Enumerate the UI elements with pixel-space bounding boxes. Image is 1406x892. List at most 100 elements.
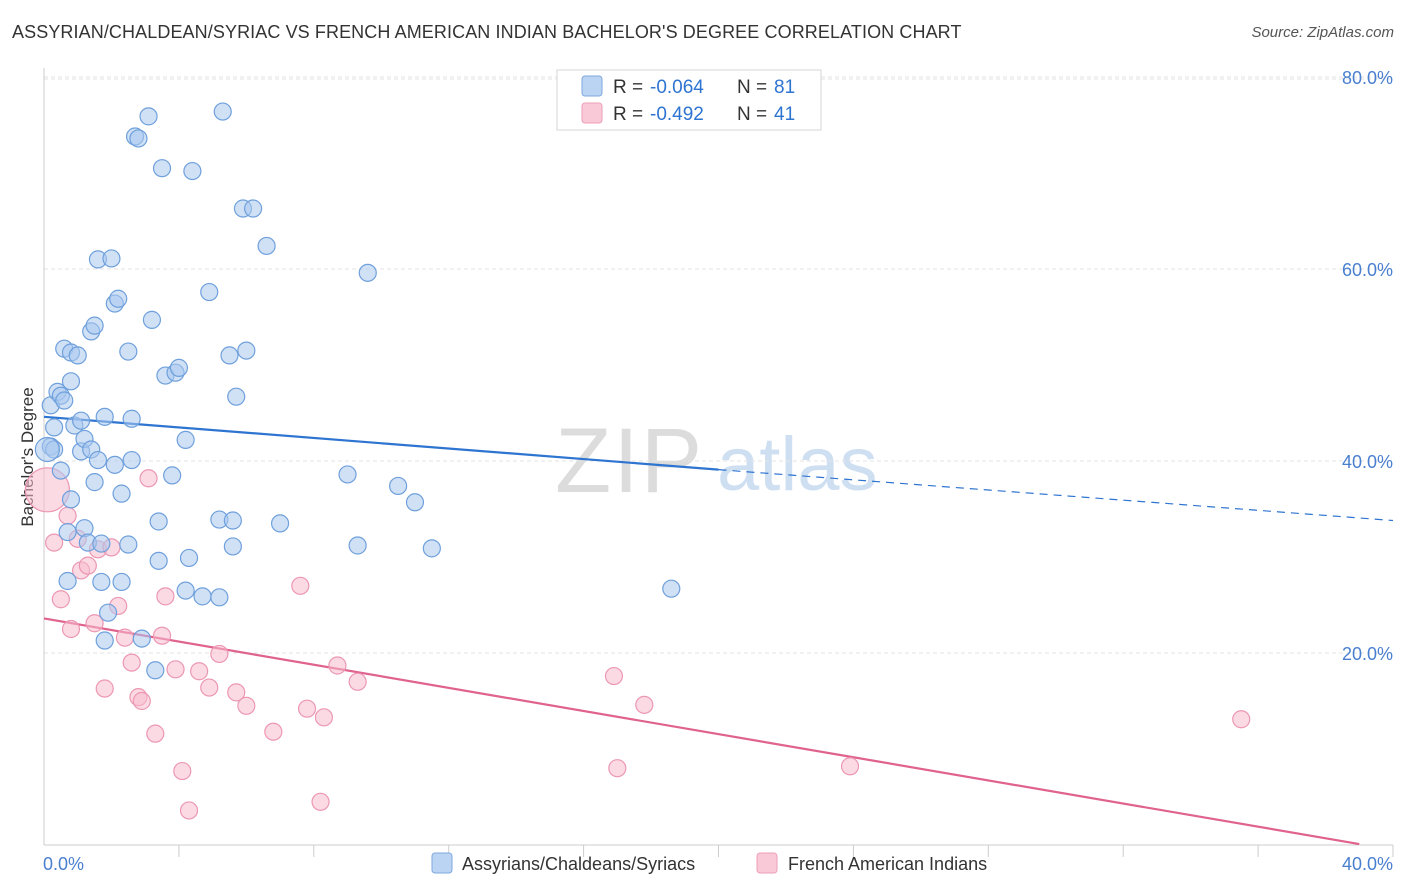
- data-point-blue: [176, 581, 195, 600]
- data-point-blue: [338, 465, 357, 484]
- data-point-blue: [227, 387, 246, 406]
- data-point-blue: [112, 572, 131, 592]
- legend-r-value-1: -0.064: [650, 77, 704, 98]
- data-point-pink: [85, 614, 104, 633]
- y-tick-labels: 20.0% 40.0% 60.0% 80.0%: [1342, 68, 1393, 664]
- data-point-pink: [190, 662, 209, 681]
- data-point-pink: [166, 660, 185, 679]
- data-point-blue: [61, 490, 81, 509]
- data-point-blue: [348, 536, 367, 555]
- data-point-pink: [58, 506, 77, 525]
- data-point-blue: [183, 161, 202, 181]
- data-point-blue: [163, 466, 182, 485]
- data-point-pink: [179, 801, 199, 820]
- data-point-blue: [109, 289, 128, 308]
- bottom-legend-swatch-blue: [431, 852, 453, 874]
- y-tick-label-20: 20.0%: [1342, 644, 1393, 664]
- data-point-blue: [223, 511, 242, 530]
- data-point-blue: [270, 514, 290, 533]
- data-point-blue: [223, 537, 242, 556]
- data-point-blue: [422, 539, 441, 558]
- data-point-blue: [169, 358, 188, 377]
- data-point-pink: [264, 722, 283, 741]
- data-point-blue: [193, 587, 212, 606]
- data-point-blue: [119, 535, 138, 554]
- data-point-pink: [1232, 710, 1251, 729]
- data-point-pink: [608, 759, 627, 778]
- data-point-blue: [122, 450, 141, 470]
- data-point-blue: [149, 512, 168, 531]
- bottom-legend-swatch-pink: [756, 852, 778, 874]
- data-point-pink: [328, 656, 347, 675]
- data-point-pink: [348, 672, 367, 691]
- x-tick-label-max: 40.0%: [1342, 854, 1393, 874]
- data-point-blue: [149, 551, 168, 570]
- data-point-blue: [662, 579, 681, 598]
- data-point-pink: [132, 691, 151, 711]
- data-point-blue: [237, 341, 256, 360]
- gridlines: [44, 76, 1393, 654]
- data-point-blue: [51, 461, 70, 480]
- trend-line-french-american-indians: [43, 617, 1360, 846]
- data-point-pink: [311, 792, 330, 811]
- watermark-atlas: atlas: [717, 422, 878, 507]
- data-point-pink: [95, 679, 114, 698]
- data-point-pink: [146, 724, 165, 743]
- data-point-blue: [119, 342, 138, 361]
- data-point-pink: [45, 533, 64, 552]
- data-point-blue: [68, 346, 87, 365]
- data-point-pink: [152, 626, 172, 645]
- data-point-pink: [122, 653, 141, 672]
- data-point-blue: [210, 588, 229, 607]
- data-point-blue: [112, 484, 131, 503]
- data-point-pink: [210, 644, 229, 664]
- data-point-blue: [139, 107, 158, 126]
- legend-n-label-2: N =: [737, 104, 767, 125]
- series-assyrians: [34, 102, 681, 680]
- bottom-legend-label-blue: Assyrians/Chaldeans/Syriacs: [462, 854, 695, 874]
- data-point-blue: [142, 310, 162, 329]
- legend-r-label-1: R =: [613, 77, 643, 98]
- data-point-blue: [213, 102, 232, 121]
- correlation-legend: R = -0.064 N = 81 R = -0.492 N = 41: [556, 69, 822, 131]
- data-point-pink: [139, 469, 158, 488]
- legend-n-label-1: N =: [737, 77, 767, 98]
- data-point-blue: [71, 411, 91, 430]
- legend-n-value-2: 41: [774, 104, 795, 125]
- trend-line-assyrians: [43, 415, 719, 471]
- legend-r-value-2: -0.492: [650, 104, 704, 125]
- data-point-pink: [237, 696, 256, 715]
- data-point-blue: [179, 548, 199, 568]
- data-point-pink: [297, 699, 317, 718]
- data-point-blue: [257, 236, 276, 256]
- legend-n-value-1: 81: [774, 77, 795, 98]
- data-point-blue: [122, 409, 141, 428]
- data-point-blue: [152, 159, 172, 178]
- legend-swatch-pink: [581, 102, 603, 124]
- data-point-blue: [129, 129, 148, 148]
- data-point-blue: [34, 436, 60, 463]
- data-point-blue: [132, 629, 151, 648]
- bottom-legend-label-pink: French American Indians: [788, 854, 987, 874]
- legend-swatch-blue: [581, 75, 603, 97]
- data-point-blue: [243, 199, 263, 218]
- data-point-pink: [840, 757, 860, 776]
- data-point-pink: [604, 666, 624, 686]
- data-point-pink: [291, 576, 310, 595]
- data-point-blue: [85, 473, 104, 492]
- trend-line-assyrians-dashed: [718, 469, 1394, 522]
- data-point-blue: [58, 571, 77, 591]
- data-point-blue: [88, 450, 108, 470]
- data-point-blue: [146, 661, 165, 680]
- series-legend: Assyrians/Chaldeans/Syriacs French Ameri…: [431, 852, 987, 874]
- data-point-blue: [405, 493, 425, 512]
- data-point-blue: [389, 476, 408, 496]
- data-point-blue: [358, 263, 377, 282]
- data-point-blue: [58, 522, 77, 542]
- data-point-pink: [314, 708, 334, 727]
- data-point-blue: [105, 455, 124, 474]
- data-point-blue: [102, 249, 121, 268]
- trend-lines: [43, 415, 1394, 846]
- data-point-pink: [51, 590, 70, 609]
